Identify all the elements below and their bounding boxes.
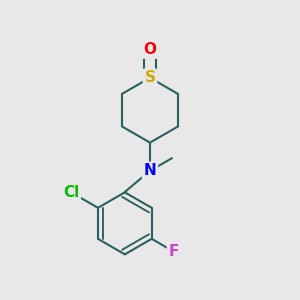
Text: F: F: [169, 244, 179, 259]
Text: N: N: [144, 163, 156, 178]
Text: S: S: [145, 70, 155, 85]
Text: Cl: Cl: [63, 185, 79, 200]
Text: O: O: [143, 42, 157, 57]
